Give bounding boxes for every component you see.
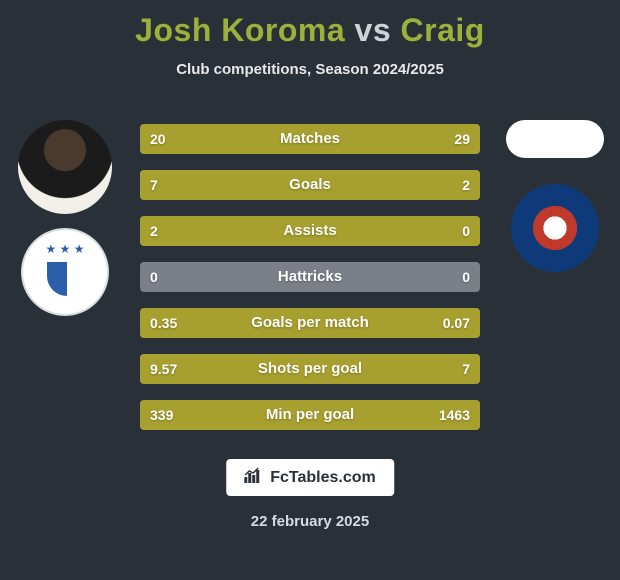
stat-bars-container: 2029Matches 72Goals 20Assists 00Hattricks 0.… xyxy=(140,124,480,446)
left-player-column xyxy=(10,120,120,332)
stat-row: 2029Matches xyxy=(140,124,480,154)
footer-date: 22 february 2025 xyxy=(0,513,620,530)
stat-label: Hattricks xyxy=(140,262,480,292)
stat-label: Shots per goal xyxy=(140,354,480,384)
stat-row: 00Hattricks xyxy=(140,262,480,292)
vs-separator: vs xyxy=(355,12,392,48)
player2-avatar xyxy=(506,120,604,158)
player1-avatar xyxy=(18,120,112,214)
stat-row: 9.577Shots per goal xyxy=(140,354,480,384)
player1-club-crest xyxy=(21,228,109,316)
brand-icon xyxy=(244,467,262,488)
brand-text: FcTables.com xyxy=(270,469,376,487)
right-player-column xyxy=(500,120,610,288)
brand-badge: FcTables.com xyxy=(226,459,394,496)
stat-row: 72Goals xyxy=(140,170,480,200)
stat-row: 20Assists xyxy=(140,216,480,246)
subtitle: Club competitions, Season 2024/2025 xyxy=(0,61,620,78)
comparison-title: Josh Koroma vs Craig xyxy=(0,0,620,49)
stat-label: Assists xyxy=(140,216,480,246)
stat-label: Matches xyxy=(140,124,480,154)
stat-label: Goals xyxy=(140,170,480,200)
player1-name: Josh Koroma xyxy=(135,12,345,48)
stat-label: Goals per match xyxy=(140,308,480,338)
stat-row: 0.350.07Goals per match xyxy=(140,308,480,338)
stat-row: 3391463Min per goal xyxy=(140,400,480,430)
stat-label: Min per goal xyxy=(140,400,480,430)
player2-club-crest xyxy=(511,184,599,272)
player2-name: Craig xyxy=(401,12,485,48)
